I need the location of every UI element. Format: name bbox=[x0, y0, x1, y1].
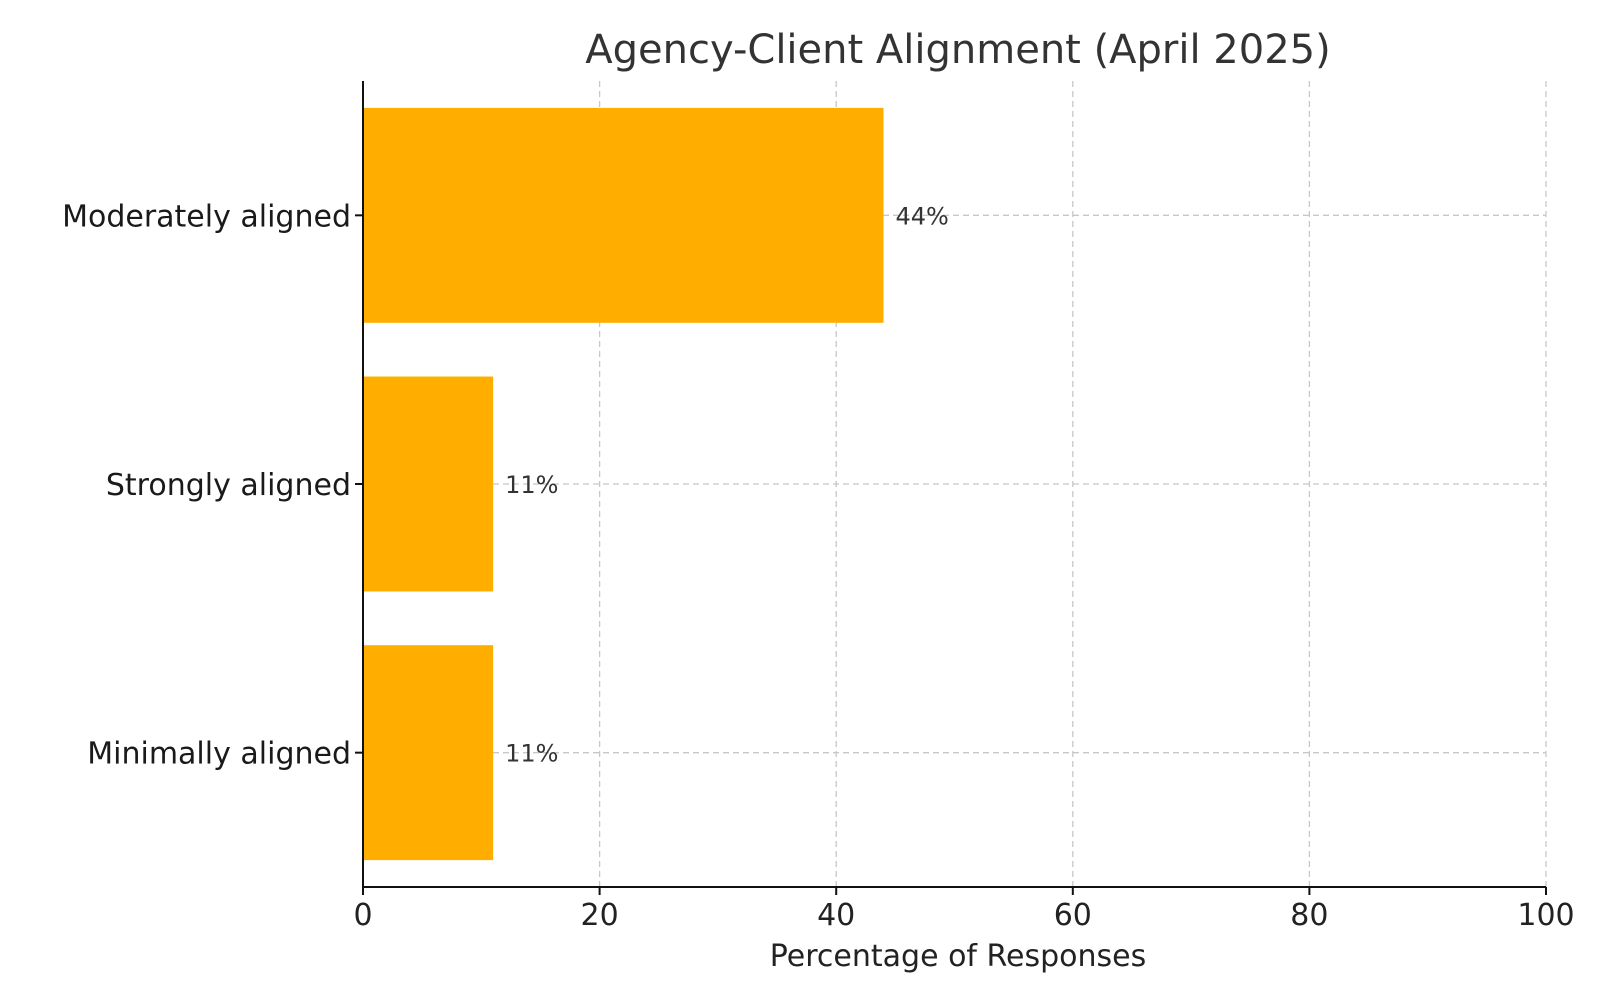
x-tick-label: 40 bbox=[817, 898, 855, 933]
labels-layer: 0 20 40 60 80 100 Moderately aligned Strongly a… bbox=[62, 199, 1575, 933]
x-tick-label: 60 bbox=[1054, 898, 1092, 933]
x-tick-label: 20 bbox=[581, 898, 619, 933]
bar-value-label: 44% bbox=[896, 202, 949, 230]
axes-layer bbox=[355, 81, 1547, 895]
x-axis-label: Percentage of Responses bbox=[770, 939, 1146, 974]
bar-value-label: 11% bbox=[505, 740, 558, 768]
bars-layer bbox=[363, 107, 884, 861]
category-label: Minimally aligned bbox=[87, 737, 351, 772]
bar bbox=[363, 107, 884, 323]
x-tick-label: 100 bbox=[1517, 898, 1574, 933]
category-label: Strongly aligned bbox=[106, 468, 351, 503]
x-tick-label: 0 bbox=[353, 898, 372, 933]
category-label: Moderately aligned bbox=[62, 199, 351, 234]
x-tick-label: 80 bbox=[1290, 898, 1328, 933]
bar-value-label: 11% bbox=[505, 471, 558, 499]
bar bbox=[363, 376, 494, 592]
chart-title: Agency-Client Alignment (April 2025) bbox=[585, 27, 1330, 73]
bar bbox=[363, 645, 494, 861]
